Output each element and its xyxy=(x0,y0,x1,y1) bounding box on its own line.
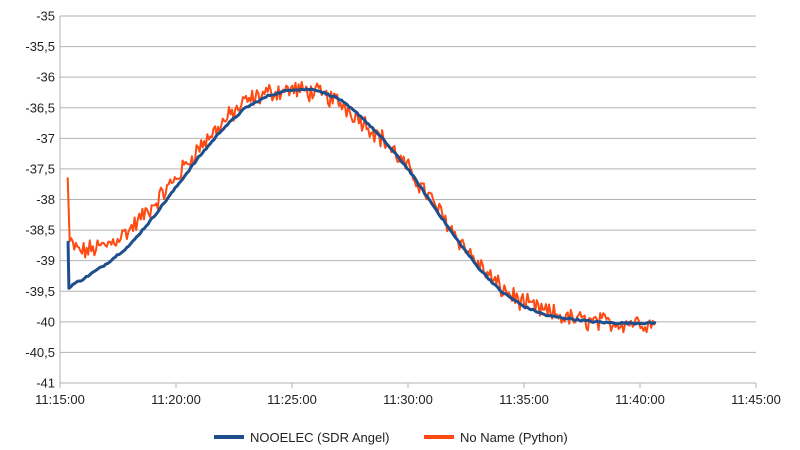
y-tick-label: -39 xyxy=(36,253,55,268)
legend-entry-label: NOOELEC (SDR Angel) xyxy=(250,430,389,445)
y-axis-ticks: -35 -35,5 -36 -36,5 -37 -37,5 -38 -38,5 -39 -39,5… xyxy=(25,9,55,391)
x-tick-label: 11:40:00 xyxy=(615,392,665,407)
series-layer xyxy=(66,80,657,334)
series-line-no-name xyxy=(66,80,656,334)
y-tick-label: -39,5 xyxy=(25,284,55,299)
y-tick-label: -35,5 xyxy=(25,39,55,54)
legend-entry-label: No Name (Python) xyxy=(460,430,568,445)
x-tick-label: 11:35:00 xyxy=(499,392,549,407)
y-tick-label: -36 xyxy=(36,70,55,85)
y-tick-label: -35 xyxy=(36,9,55,24)
y-tick-label: -40 xyxy=(36,314,55,329)
x-tick-label: 11:30:00 xyxy=(383,392,433,407)
y-tick-label: -37,5 xyxy=(25,161,55,176)
x-tick-label: 11:45:00 xyxy=(731,392,781,407)
series-line-nooelec xyxy=(66,87,657,326)
y-tick-label: -38 xyxy=(36,192,55,207)
y-tick-label: -36,5 xyxy=(25,100,55,115)
y-tick-label: -38,5 xyxy=(25,223,55,238)
x-tick-label: 11:25:00 xyxy=(267,392,317,407)
y-tick-label: -37 xyxy=(36,131,55,146)
x-tick-label: 11:20:00 xyxy=(151,392,201,407)
y-tick-label: -41 xyxy=(36,376,55,391)
y-tick-label: -40,5 xyxy=(25,345,55,360)
x-tick-label: 11:15:00 xyxy=(35,392,85,407)
legend: NOOELEC (SDR Angel) No Name (Python) xyxy=(214,430,568,445)
x-axis-ticks: 11:15:00 11:20:00 11:25:00 11:30:00 11:35:00… xyxy=(35,383,781,407)
